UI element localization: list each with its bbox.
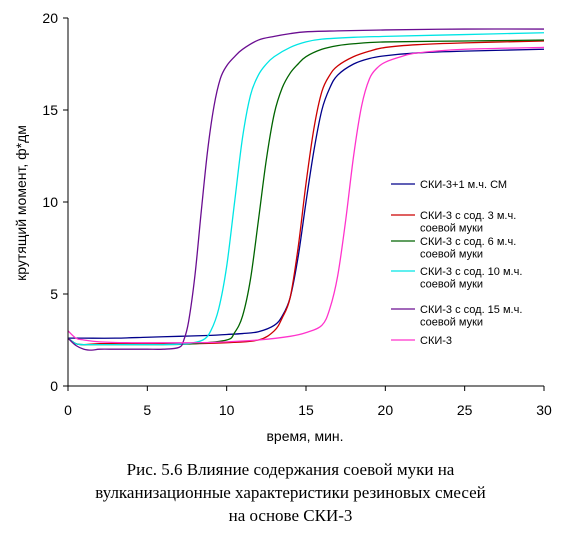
series-line-4	[67, 32, 545, 346]
legend-label-3: соевой муки	[420, 248, 483, 260]
legend-label-2: СКИ-3 с сод. 3 м.ч.	[420, 210, 516, 222]
series-line-5	[67, 28, 545, 351]
series-line-1	[68, 48, 545, 339]
legend-label-2: соевой муки	[420, 222, 483, 234]
y-axis-label: крутящий момент, ф*дм	[13, 125, 29, 281]
tick-labels: 0 5 10 15 20 0 5 10 15 20 25 30	[42, 10, 552, 418]
series-line-2	[67, 40, 545, 346]
x-tick-label: 20	[378, 402, 394, 418]
figure-caption: Рис. 5.6 Влияние содержания соевой муки …	[0, 458, 581, 527]
legend-label-6: СКИ-3	[420, 335, 452, 347]
x-tick-label: 15	[298, 402, 314, 418]
y-tick-label: 20	[42, 10, 58, 26]
x-tick-label: 30	[536, 402, 552, 418]
legend-label-4: соевой муки	[420, 278, 483, 290]
y-tick-label: 5	[50, 286, 58, 302]
caption-line-1: Рис. 5.6 Влияние содержания соевой муки …	[126, 460, 455, 479]
legend-label-4: СКИ-3 с сод. 10 м.ч.	[420, 266, 522, 278]
legend-label-1: СКИ-3+1 м.ч. СМ	[420, 179, 507, 191]
series-line-3	[67, 39, 545, 346]
x-axis-label: время, мин.	[266, 428, 343, 444]
x-tick-label: 5	[143, 402, 151, 418]
caption-line-2: вулканизационные характеристики резиновы…	[95, 483, 486, 502]
x-tick-label: 25	[457, 402, 473, 418]
legend-label-3: СКИ-3 с сод. 6 м.ч.	[420, 236, 516, 248]
y-tick-label: 10	[42, 194, 58, 210]
x-tick-label: 10	[219, 402, 235, 418]
y-tick-label: 15	[42, 102, 58, 118]
legend-label-5: СКИ-3 с сод. 15 м.ч.	[420, 304, 522, 316]
axes	[63, 17, 545, 391]
x-tick-label: 0	[64, 402, 72, 418]
legend-label-5: соевой муки	[420, 316, 483, 328]
series-line-6	[67, 46, 545, 344]
chart-area: 0 5 10 15 20 0 5 10 15 20 25 30 время, мин. крутящи…	[13, 10, 552, 444]
y-tick-label: 0	[50, 378, 58, 394]
plot-lines	[67, 28, 545, 351]
caption-line-3: на основе СКИ-3	[228, 506, 353, 525]
